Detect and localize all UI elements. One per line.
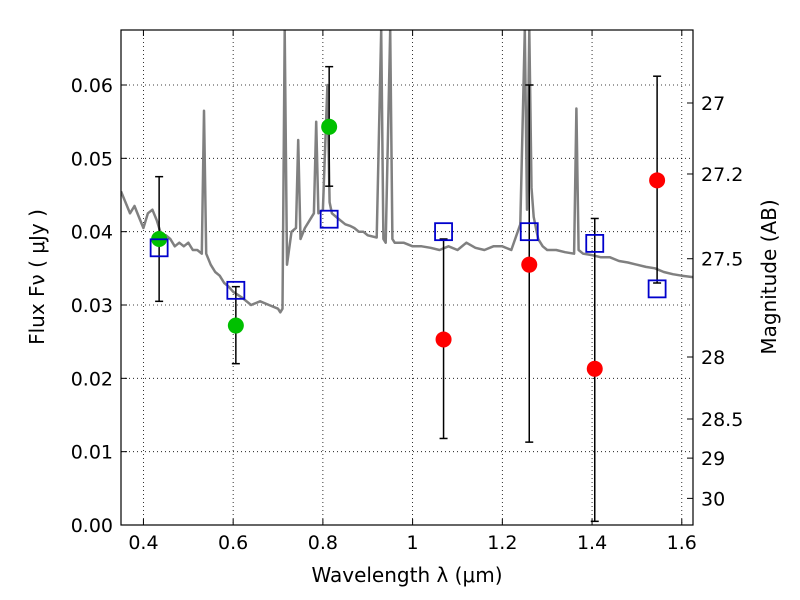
x-tick-label: 1.2 — [487, 532, 517, 554]
x-tick-label: 0.4 — [128, 532, 158, 554]
y-tick-label: 0.00 — [71, 515, 113, 537]
y-tick-label: 0.06 — [71, 75, 113, 97]
x-tick-label: 0.6 — [218, 532, 248, 554]
y2-tick-label: 28.5 — [701, 409, 743, 431]
plot-background — [121, 30, 693, 525]
y-tick-label: 0.02 — [71, 368, 113, 390]
x-tick-label: 1.4 — [577, 532, 607, 554]
y2-axis-label: Magnitude (AB) — [757, 199, 781, 354]
y2-tick-label: 27.5 — [701, 249, 743, 271]
detected-flux-point — [227, 317, 244, 334]
model-spectrum-line — [121, 30, 693, 314]
detected-flux-point — [321, 118, 338, 135]
x-axis-label: Wavelength λ (μm) — [311, 563, 502, 587]
y2-tick-label: 27.2 — [701, 164, 743, 186]
model-photometry-square — [519, 222, 539, 242]
model-photometry-square — [434, 222, 453, 242]
y-axis-label: Flux Fν ( μJy ) — [25, 209, 49, 345]
y2-tick-label: 28 — [701, 347, 725, 369]
model-photometry-square — [319, 209, 339, 229]
x-tick-label: 0.8 — [308, 532, 338, 554]
model-photometry-square — [226, 280, 246, 300]
y-tick-label: 0.03 — [71, 295, 113, 317]
y2-tick-label: 30 — [701, 488, 725, 510]
y-tick-label: 0.05 — [71, 148, 113, 170]
nondetected-flux-point — [435, 331, 452, 348]
data-layer — [121, 30, 693, 523]
nondetected-flux-point — [586, 360, 603, 377]
y-tick-label: 0.01 — [71, 442, 113, 464]
nondetected-flux-point — [521, 256, 538, 273]
x-tick-label: 1.6 — [667, 532, 697, 554]
model-photometry-square — [647, 279, 667, 299]
model-photometry-square — [585, 233, 605, 253]
x-tick-label: 1 — [407, 532, 419, 554]
y2-tick-label: 27 — [701, 93, 725, 115]
nondetected-flux-point — [649, 172, 666, 189]
y2-tick-label: 29 — [701, 448, 725, 470]
y-tick-label: 0.04 — [71, 222, 113, 244]
ticks: 0.4 0.6 0.8 1 1.2 1.4 1.6 0.00 0.01 0.02 0.03 0.04 0… — [71, 30, 743, 554]
plot-frame — [120, 29, 694, 526]
model-photometry-square — [149, 238, 169, 258]
